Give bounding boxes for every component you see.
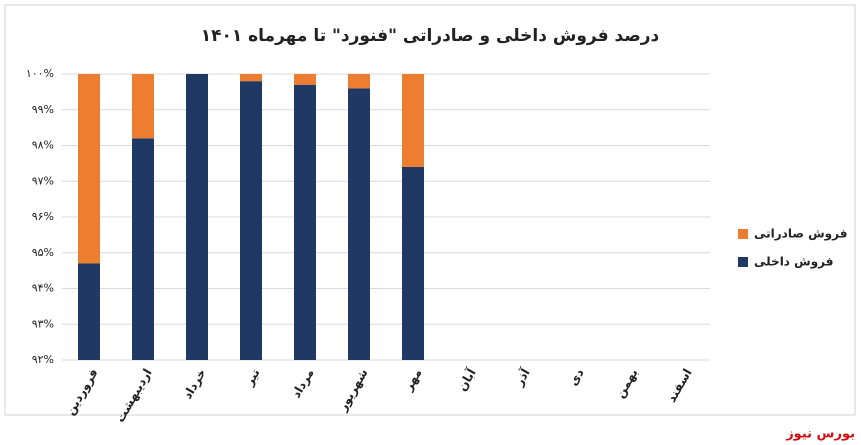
bar-segment: [78, 74, 100, 264]
bar-segment: [132, 138, 154, 360]
legend-swatch: [738, 229, 748, 239]
bar-segment: [294, 74, 316, 85]
y-tick-label: ۱۰۰%: [26, 67, 54, 80]
bar-segment: [132, 74, 154, 139]
bar-segment: [294, 84, 316, 360]
y-tick-label: ۹۸%: [32, 139, 54, 152]
bar-segment: [402, 74, 424, 167]
y-tick-label: ۹۶%: [32, 210, 54, 223]
bar-segment: [402, 166, 424, 360]
bar-segment: [186, 74, 208, 360]
bar-segment: [78, 263, 100, 360]
y-tick-label: ۹۴%: [32, 282, 54, 295]
legend-label: فروش داخلی: [754, 255, 833, 270]
y-tick-label: ۹۳%: [32, 317, 54, 330]
bar-segment: [348, 74, 370, 89]
legend-label: فروش صادراتی: [754, 227, 847, 242]
y-tick-label: ۹۹%: [32, 103, 54, 116]
bar-segment: [240, 81, 262, 361]
bar-segment: [348, 88, 370, 361]
y-tick-label: ۹۲%: [32, 353, 54, 366]
y-tick-label: ۹۵%: [32, 246, 54, 259]
chart-title: درصد فروش داخلی و صادراتی "فنورد" تا مهر…: [201, 26, 660, 46]
bar-segment: [240, 74, 262, 82]
legend-swatch: [738, 257, 748, 267]
source: بورس نیوز: [785, 427, 855, 442]
y-tick-label: ۹۷%: [32, 174, 54, 187]
